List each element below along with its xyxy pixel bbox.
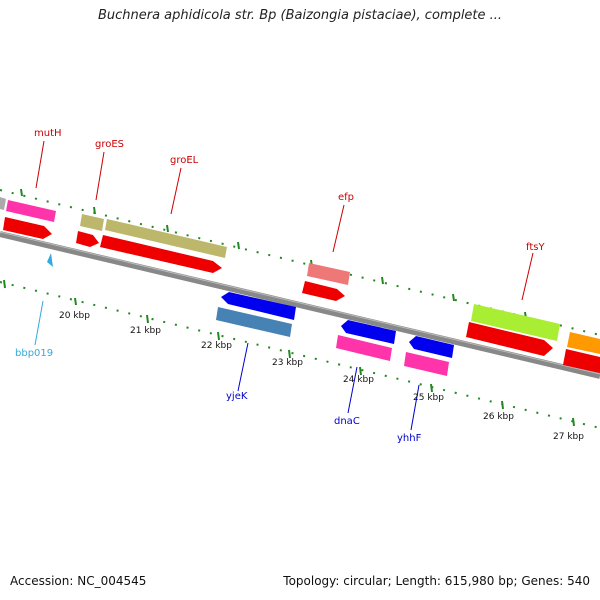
label-bbp019: bbp019 (15, 348, 53, 359)
tick-label: 23 kbp (272, 358, 303, 368)
tick-label: 24 kbp (343, 375, 374, 385)
label-yjeK: yjeK (226, 391, 248, 402)
gene-ftsY-bar (471, 304, 560, 341)
cds-yjeK-bar (216, 307, 292, 337)
label-groEL: groEL (170, 155, 199, 166)
gene-orange-bar (567, 332, 600, 354)
cds-mutH-arrow (3, 217, 52, 239)
gene-labels: mutH groES groEL efp ftsY yjeK dnaC yhhF… (15, 128, 545, 444)
lower-major-ticks (3, 279, 575, 427)
tick-label: 22 kbp (201, 341, 232, 351)
cds-ftsY-arrow (466, 322, 553, 356)
tick-label: 25 kbp (413, 393, 444, 403)
gene-groES-bar (80, 214, 104, 231)
scale-labels: 20 kbp 21 kbp 22 kbp 23 kbp 24 kbp 25 kb… (59, 311, 584, 442)
label-dnaC: dnaC (334, 416, 360, 427)
label-efp: efp (338, 192, 354, 203)
cds-yhhF-bar (404, 352, 449, 376)
cds-right-arrow (563, 349, 600, 373)
forward-features (6, 200, 600, 354)
cds-dnaC-bar (336, 335, 392, 361)
misc-bbp019-marker (47, 253, 53, 267)
label-mutH: mutH (34, 128, 62, 139)
gene-groEL-bar (105, 219, 227, 258)
label-ftsY: ftsY (526, 242, 545, 253)
gene-yhhF-arrow (409, 336, 454, 358)
cds-groES-arrow (76, 231, 99, 247)
label-yhhF: yhhF (397, 433, 422, 444)
label-groES: groES (95, 139, 124, 150)
gene-efp-bar (307, 263, 350, 285)
backbone (0, 231, 600, 379)
tick-label: 21 kbp (130, 326, 161, 336)
forward-cds (3, 217, 600, 373)
map-title: Buchnera aphidicola str. Bp (Baizongia p… (97, 8, 503, 23)
gene-yjeK-arrow (221, 292, 296, 320)
topology-text: Topology: circular; Length: 615,980 bp; … (283, 574, 590, 588)
tick-label: 26 kbp (483, 412, 514, 422)
gene-mutH-bar (6, 200, 56, 222)
tick-label: 20 kbp (59, 311, 90, 321)
tick-label: 27 kbp (553, 432, 584, 442)
cds-efp-arrow (302, 281, 345, 301)
partial-gene-left (0, 197, 6, 210)
gene-dnaC-arrow (341, 320, 396, 344)
cds-groEL-arrow (100, 235, 222, 273)
label-leaders (34, 140, 534, 431)
accession-text: Accession: NC_004545 (10, 574, 147, 588)
reverse-features (216, 292, 454, 376)
upper-major-ticks (20, 188, 527, 320)
